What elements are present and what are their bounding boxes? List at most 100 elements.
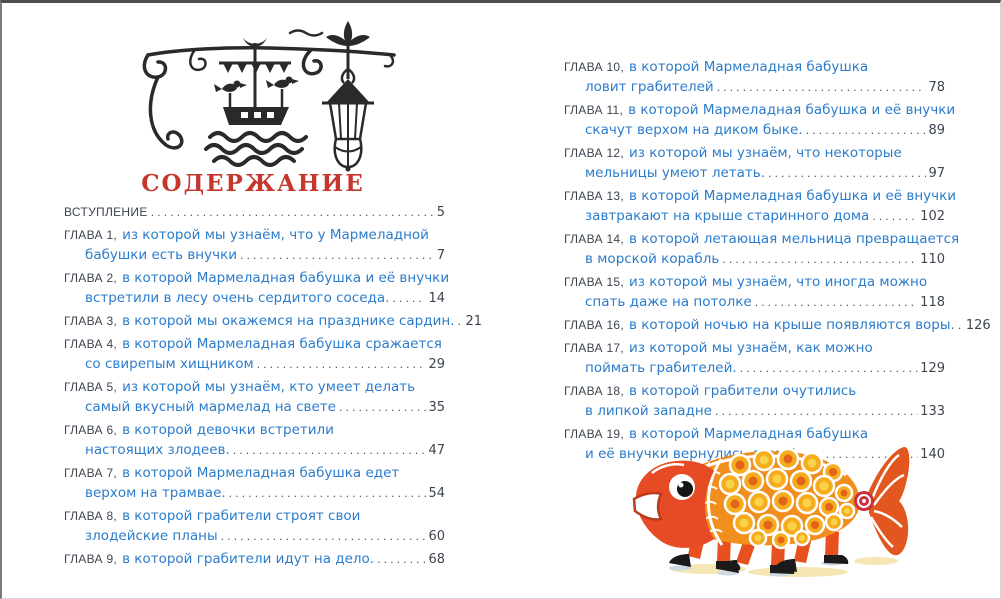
dot-leader — [958, 316, 964, 336]
chapter-label: ГЛАВА 11, — [564, 103, 624, 117]
ship-lantern-ink-illustration — [142, 21, 396, 172]
chapter-label: ГЛАВА 19, — [564, 427, 625, 441]
chapter-title-line1: в которой Мармеладная бабушка — [629, 59, 869, 75]
chapter-title-line1: в которой ночью на крыше появляются воры… — [629, 317, 955, 333]
chapter-title-line1: в которой мы окажемся на празднике сарди… — [122, 313, 455, 329]
dot-leader — [457, 312, 463, 332]
fish-body — [670, 447, 860, 550]
chapter-title-line1: в которой Мармеладная бабушка и её внучк… — [629, 188, 957, 204]
chapter-label: ГЛАВА 14, — [564, 232, 625, 246]
dot-leader — [392, 289, 426, 309]
toc-entry: ГЛАВА 16, в которой ночью на крыше появля… — [564, 315, 991, 336]
toc-entry: ГЛАВА 4, в которой Мармеладная бабушка ср… — [64, 334, 445, 375]
page-number: 47 — [428, 443, 445, 458]
toc-entry: ВСТУПЛЕНИЕ 5 — [64, 202, 445, 223]
chapter-title-line2: в морской корабль — [585, 251, 720, 267]
page-number: 5 — [436, 205, 445, 220]
dot-leader — [229, 484, 427, 504]
chapter-title-line2: злодейские планы — [85, 528, 218, 544]
chapter-label: ГЛАВА 10, — [564, 60, 625, 74]
chapter-title-line1: в которой Мармеладная бабушка сражается — [122, 336, 442, 352]
chapter-title-line2: бабушки есть внучки — [85, 247, 238, 263]
lantern-icon — [322, 21, 374, 172]
toc-entry: ГЛАВА 2, в которой Мармеладная бабушка и … — [64, 268, 449, 309]
chapter-label: ГЛАВА 9, — [64, 552, 118, 566]
toc-entry: ГЛАВА 17, из которой мы узнаём, как можно… — [564, 338, 945, 379]
page-number: 118 — [920, 295, 945, 310]
chapter-label: ГЛАВА 2, — [64, 271, 118, 285]
dot-leader — [151, 203, 435, 223]
chapter-title-line1: в которой грабители строят свои — [122, 508, 361, 524]
fish-tail-joint — [854, 491, 874, 511]
toc-entry: ГЛАВА 18, в которой грабители очутились в … — [564, 381, 945, 422]
page-number: 102 — [920, 209, 945, 224]
page-number: 110 — [920, 252, 945, 267]
chapter-title-line2: встретили в лесу очень сердитого соседа. — [85, 290, 390, 306]
toc-left-page: ВСТУПЛЕНИЕ 5 ГЛАВА 1, из которой мы узнаём,… — [64, 202, 482, 572]
chapter-title-line1: из которой мы узнаём, что у Мармеладной — [122, 227, 429, 243]
chapter-title-line2: самый вкусный мармелад на свете — [85, 399, 336, 415]
bird-right-icon — [266, 76, 299, 88]
page-number: 129 — [920, 361, 945, 376]
dot-leader — [715, 402, 918, 422]
page-number: 89 — [928, 123, 945, 138]
walking-fish-illustration — [632, 446, 910, 577]
toc-entry: ГЛАВА 12, из которой мы узнаём, что некот… — [564, 143, 945, 184]
chapter-label: ГЛАВА 17, — [564, 341, 625, 355]
page-number: 60 — [428, 529, 445, 544]
chapter-title-line2: мельницы умеют летать. — [585, 165, 765, 181]
chapter-title-line2: завтракают на крыше старинного дома — [585, 208, 870, 224]
page-number: 35 — [428, 400, 445, 415]
chapter-label: ВСТУПЛЕНИЕ — [64, 205, 148, 219]
chapter-title-line1: в которой Мармеладная бабушка и её внучк… — [122, 270, 450, 286]
chapter-title-line1: в которой девочки встретили — [122, 422, 334, 438]
fish-tail — [868, 446, 910, 556]
chapter-title-line1: из которой мы узнаём, кто умеет делать — [122, 379, 416, 395]
page-number: 78 — [928, 80, 945, 95]
chapter-title-line2: со свирепым хищником — [85, 356, 254, 372]
chapter-title-line1: в которой Мармеладная бабушка — [629, 426, 869, 442]
page-number: 140 — [920, 447, 945, 462]
toc-entry: ГЛАВА 8, в которой грабители строят свои з… — [64, 506, 445, 547]
chapter-label: ГЛАВА 6, — [64, 423, 118, 437]
chapter-title-line1: из которой мы узнаём, как можно — [629, 340, 873, 356]
chapter-label: ГЛАВА 5, — [64, 380, 118, 394]
chapter-title-line1: из которой мы узнаём, что некоторые — [629, 145, 902, 161]
waves — [204, 131, 308, 167]
toc-entry: ГЛАВА 10, в которой Мармеладная бабушка ло… — [564, 57, 945, 98]
toc-right-page: ГЛАВА 10, в которой Мармеладная бабушка ло… — [564, 57, 991, 467]
contents-title: СОДЕРЖАНИЕ — [141, 170, 365, 197]
chapter-title-line1: в которой грабители очутились — [629, 383, 857, 399]
toc-entry: ГЛАВА 7, в которой Мармеладная бабушка ед… — [64, 463, 445, 504]
chapter-title-line1: в которой Мармеладная бабушка и её внучк… — [628, 102, 956, 118]
chapter-label: ГЛАВА 12, — [564, 146, 625, 160]
chapter-title-line2: настоящих злодеев. — [85, 442, 230, 458]
dot-leader — [872, 207, 918, 227]
dot-leader — [233, 441, 427, 461]
page-number: 21 — [465, 314, 483, 329]
page-number: 133 — [920, 404, 945, 419]
chapter-title-line2: скачут верхом на диком быке. — [585, 122, 803, 138]
fish-eye — [669, 474, 695, 500]
page-number: 29 — [428, 357, 445, 372]
chapter-title-line1: в которой летающая мельница превращается — [629, 231, 960, 247]
dot-leader — [377, 550, 426, 570]
toc-entry: ГЛАВА 3, в которой мы окажемся на праздни… — [64, 311, 482, 332]
page-number: 7 — [436, 248, 445, 263]
dot-leader — [221, 527, 427, 547]
toc-entry: ГЛАВА 5, из которой мы узнаём, кто умеет … — [64, 377, 445, 418]
dot-leader — [257, 355, 427, 375]
chapter-label: ГЛАВА 7, — [64, 466, 118, 480]
dot-leader — [755, 293, 918, 313]
toc-entry: ГЛАВА 15, из которой мы узнаём, что иногд… — [564, 272, 945, 313]
chapter-label: ГЛАВА 4, — [64, 337, 118, 351]
chapter-title-line2: в липкой западне — [585, 403, 712, 419]
chapter-label: ГЛАВА 13, — [564, 189, 625, 203]
bird-left-icon — [214, 80, 247, 92]
chapter-title-line2: верхом на трамвае. — [85, 485, 226, 501]
page-number: 54 — [428, 486, 445, 501]
toc-entry: ГЛАВА 13, в которой Мармеладная бабушка и… — [564, 186, 956, 227]
chapter-label: ГЛАВА 18, — [564, 384, 625, 398]
dot-leader — [339, 398, 426, 418]
page-number: 97 — [928, 166, 945, 181]
